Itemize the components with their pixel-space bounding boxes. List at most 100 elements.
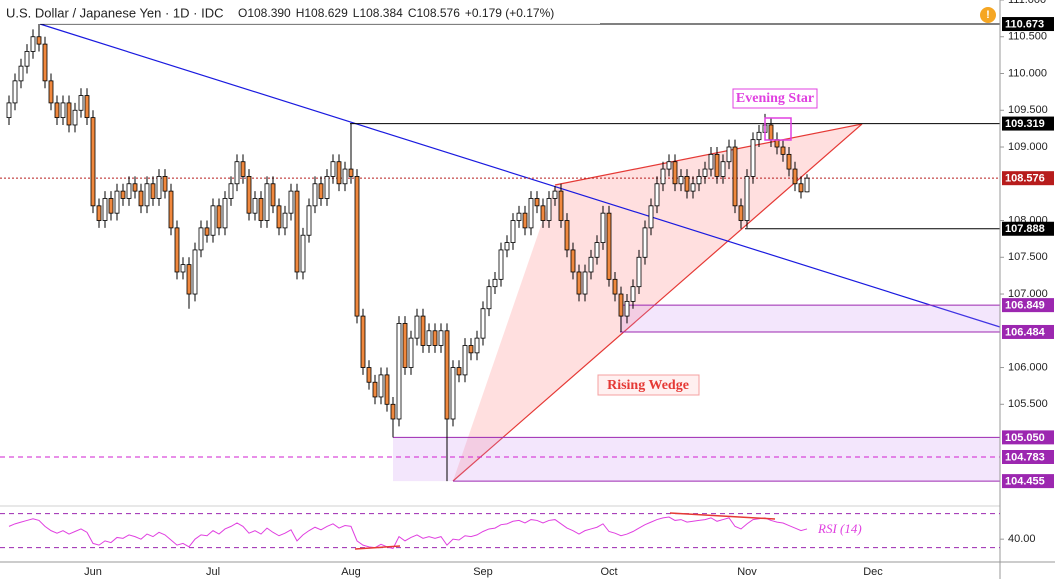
- candle-body: [336, 161, 342, 185]
- level-label-bg: [1002, 298, 1054, 313]
- candle-body: [672, 161, 678, 185]
- y-tick-label: 109.000: [1008, 141, 1048, 153]
- candle-body: [264, 183, 270, 221]
- candle-body: [342, 168, 348, 185]
- candle-body: [168, 190, 174, 229]
- candle-body: [252, 198, 258, 214]
- candle-body: [612, 278, 618, 295]
- candle-body: [300, 234, 306, 273]
- ohlc-value: +0.179 (+0.17%): [465, 6, 554, 20]
- x-tick-label: Jun: [84, 566, 102, 578]
- candle-body: [390, 403, 396, 420]
- y-tick-label: 110.000: [1008, 67, 1047, 79]
- ohlc-header: O108.390 H108.629 L108.384 C108.576 +0.179 (…: [238, 6, 554, 20]
- divergence-line: [669, 512, 776, 520]
- candle-body: [600, 212, 606, 243]
- candle-body: [372, 381, 378, 398]
- level-label: 104.783: [1005, 451, 1045, 463]
- candle-body: [528, 198, 534, 229]
- zone: [393, 437, 1000, 482]
- level-label-bg: [1002, 324, 1054, 339]
- candle-body: [156, 176, 162, 199]
- candle-body: [102, 198, 108, 221]
- candle-body: [162, 176, 168, 192]
- candle-body: [120, 190, 126, 199]
- candle-body: [468, 345, 474, 354]
- evening-star-box: [764, 117, 792, 141]
- candle-body: [108, 198, 114, 214]
- candle-body: [270, 183, 276, 207]
- candle-body: [6, 102, 12, 119]
- candle-body: [306, 205, 312, 236]
- candle-body: [96, 205, 102, 221]
- candle-body: [426, 330, 432, 346]
- level-label-bg: [1002, 221, 1054, 236]
- candle-body: [246, 176, 252, 214]
- candle-body: [276, 205, 282, 229]
- level-label-bg: [1002, 17, 1054, 32]
- candle-body: [192, 249, 198, 295]
- annotation: Rising Wedge: [607, 378, 689, 393]
- candle-body: [780, 146, 786, 155]
- y-tick-label: 106.000: [1008, 361, 1048, 373]
- candle-body: [642, 227, 648, 258]
- candle-body: [630, 286, 636, 302]
- alert-icon: [980, 7, 996, 23]
- candle-body: [456, 367, 462, 376]
- candle-body: [654, 183, 660, 207]
- candle-body: [786, 153, 792, 170]
- level-label: 108.576: [1005, 173, 1045, 185]
- candle-body: [408, 337, 414, 368]
- candle-body: [384, 374, 390, 405]
- candle-body: [84, 95, 90, 119]
- level-label: 105.050: [1005, 432, 1045, 444]
- candle-body: [534, 198, 540, 207]
- x-tick-label: Sep: [473, 566, 493, 578]
- candle-body: [546, 198, 552, 221]
- candle-body: [330, 161, 336, 177]
- candle-body: [72, 109, 78, 126]
- candle-body: [570, 249, 576, 273]
- candle-body: [294, 190, 300, 273]
- candle-body: [12, 80, 18, 104]
- candle-body: [318, 183, 324, 199]
- candle-body: [144, 183, 150, 207]
- x-tick-label: Aug: [341, 566, 361, 578]
- candle-body: [282, 212, 288, 229]
- candle-body: [696, 176, 702, 185]
- candle-body: [462, 345, 468, 376]
- candle-body: [138, 190, 144, 207]
- candle-body: [30, 36, 36, 52]
- candle-body: [792, 168, 798, 185]
- candle-body: [486, 286, 492, 310]
- zone: [620, 305, 1000, 332]
- candle-body: [354, 176, 360, 317]
- candle-body: [756, 131, 762, 141]
- candle-body: [522, 212, 528, 229]
- rsi-panel: [0, 513, 1000, 550]
- level-label: 106.849: [1005, 300, 1045, 312]
- candle-body: [24, 51, 30, 67]
- candle-body: [804, 177, 810, 193]
- level-label: 106.484: [1005, 326, 1046, 338]
- candle-body: [666, 161, 672, 170]
- candle-body: [582, 271, 588, 295]
- trendline: [39, 23, 1001, 328]
- candle-body: [648, 205, 654, 229]
- candle-body: [690, 183, 696, 192]
- candle-body: [78, 95, 84, 111]
- candle-body: [480, 308, 486, 339]
- alert-icon-mark: !: [986, 9, 990, 21]
- candle-body: [216, 205, 222, 229]
- candle-body: [60, 102, 66, 119]
- candle-body: [636, 256, 642, 288]
- candle-body: [432, 330, 438, 346]
- candle-body: [204, 227, 210, 236]
- y-tick-label: 107.500: [1008, 251, 1048, 263]
- x-tick-label: Nov: [737, 566, 757, 578]
- candle-body: [774, 139, 780, 148]
- candle-body: [504, 242, 510, 251]
- candle-body: [126, 183, 132, 199]
